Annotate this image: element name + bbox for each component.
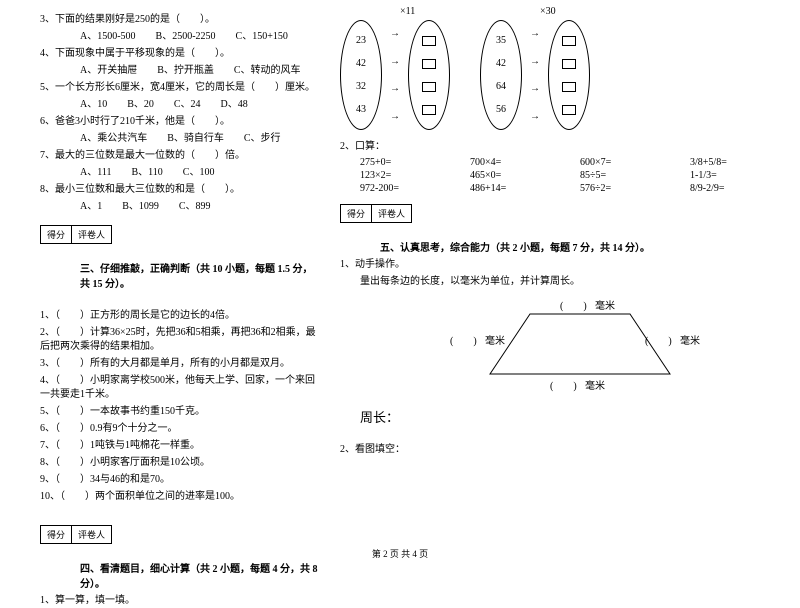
judge-5: 5、（ ）一本故事书约重150千克。	[40, 405, 320, 419]
judge-9: 9、（ ）34与46的和是70。	[40, 473, 320, 487]
kousuan-title: 2、口算：	[340, 140, 760, 154]
perimeter-label: 周长：	[360, 409, 760, 427]
q4-text: 4、下面现象中属于平移现象的是（ ）。	[40, 47, 320, 61]
svg-text:( ): ( )	[550, 381, 577, 392]
judge-2: 2、（ ）计算36×25时，先把36和5相乘，再把36和2相乘，最后把两次乘得的…	[40, 326, 320, 354]
q7-text: 7、最大的三位数是最大一位数的（ ）倍。	[40, 149, 320, 163]
grader-label: 评卷人	[72, 226, 111, 243]
svg-text:( ): ( )	[450, 336, 477, 347]
grader-label: 评卷人	[372, 205, 411, 222]
blank-box	[562, 105, 576, 115]
q4-opts: A、开关抽屉 B、拧开瓶盖 C、转动的风车	[80, 64, 320, 78]
calc-item: 123×2=	[360, 170, 430, 181]
arrow-icon: →	[390, 111, 400, 122]
q6-opts: A、乘公共汽车 B、骑自行车 C、步行	[80, 132, 320, 146]
grader-label: 评卷人	[72, 526, 111, 543]
judge-6: 6、（ ）0.9有9个十分之一。	[40, 422, 320, 436]
arrow-icon: →	[390, 56, 400, 67]
svg-text:毫米: 毫米	[485, 334, 505, 347]
page-footer: 第 2 页 共 4 页	[0, 547, 800, 560]
q8-opts: A、1 B、1099 C、899	[80, 200, 320, 214]
blank-box	[422, 82, 436, 92]
judge-7: 7、（ ）1吨铁与1吨棉花一样重。	[40, 439, 320, 453]
svg-text:毫米: 毫米	[595, 299, 615, 312]
calc-1: 1、算一算，填一填。	[40, 594, 320, 608]
q5-opts: A、10 B、20 C、24 D、48	[80, 98, 320, 112]
calc-item: 600×7=	[580, 157, 650, 168]
oval-val: 23	[356, 35, 366, 46]
judge-3: 3、（ ）所有的大月都是单月，所有的小月都是双月。	[40, 357, 320, 371]
blank-box	[562, 36, 576, 46]
arrow-icon: →	[390, 28, 400, 39]
svg-text:( ): ( )	[560, 301, 587, 312]
oval-val: 64	[496, 81, 506, 92]
oval-a-output	[408, 20, 450, 130]
q6-text: 6、爸爸3小时行了210千米，他是（ ）。	[40, 115, 320, 129]
calc-item: 486+14=	[470, 183, 540, 194]
svg-text:毫米: 毫米	[680, 334, 700, 347]
q7-opts: A、111 B、110 C、100	[80, 166, 320, 180]
calc-row-1: 275+0= 700×4= 600×7= 3/8+5/8=	[360, 157, 760, 168]
oval-a-input: 23 42 32 43	[340, 20, 382, 130]
score-box-5: 得分 评卷人	[340, 204, 412, 223]
calc-item: 275+0=	[360, 157, 430, 168]
q3-text: 3、下面的结果刚好是250的是（ ）。	[40, 13, 320, 27]
blank-box	[562, 82, 576, 92]
arrows-a: → → → →	[390, 20, 400, 130]
svg-text:毫米: 毫米	[585, 379, 605, 392]
calc-item: 3/8+5/8=	[690, 157, 760, 168]
arrow-icon: →	[530, 56, 540, 67]
q5-text: 5、一个长方形长6厘米，宽4厘米，它的周长是（ ）厘米。	[40, 81, 320, 95]
arrow-icon: →	[530, 83, 540, 94]
oval-b-output	[548, 20, 590, 130]
mult-label-b: ×30	[540, 6, 556, 17]
arrow-icon: →	[530, 111, 540, 122]
calc-row-2: 123×2= 465×0= 85÷5= 1-1/3=	[360, 170, 760, 181]
oval-diagram: ×11 23 42 32 43 → → → →	[340, 20, 760, 130]
oval-val: 32	[356, 81, 366, 92]
section-5-title: 五、认真思考，综合能力（共 2 小题，每题 7 分，共 14 分）。	[380, 239, 760, 254]
arrows-b: → → → →	[530, 20, 540, 130]
task-2: 2、看图填空：	[340, 443, 760, 457]
trapezoid-figure: ( )毫米 ( )毫米 ( )毫米 ( )毫米	[450, 299, 650, 399]
score-label: 得分	[341, 205, 372, 222]
oval-val: 42	[496, 58, 506, 69]
score-label: 得分	[41, 226, 72, 243]
score-label: 得分	[41, 526, 72, 543]
judge-8: 8、（ ）小明家客厅面积是10公顷。	[40, 456, 320, 470]
calc-item: 1-1/3=	[690, 170, 760, 181]
q8-text: 8、最小三位数和最大三位数的和是（ ）。	[40, 183, 320, 197]
mult-label-a: ×11	[400, 6, 415, 17]
oval-b-input: 35 42 64 56	[480, 20, 522, 130]
blank-box	[422, 59, 436, 69]
calc-item: 972-200=	[360, 183, 430, 194]
calc-row-3: 972-200= 486+14= 576÷2= 8/9-2/9=	[360, 183, 760, 194]
calc-item: 465×0=	[470, 170, 540, 181]
oval-val: 35	[496, 35, 506, 46]
task-1-sub: 量出每条边的长度，以毫米为单位，并计算周长。	[360, 275, 760, 289]
judge-1: 1、（ ）正方形的周长是它的边长的4倍。	[40, 309, 320, 323]
blank-box	[562, 59, 576, 69]
arrow-icon: →	[390, 83, 400, 94]
section-3-title: 三、仔细推敲，正确判断（共 10 小题，每题 1.5 分，共 15 分）。	[80, 260, 320, 290]
judge-4: 4、（ ）小明家离学校500米，他每天上学、回家，一个来回一共要走1千米。	[40, 374, 320, 402]
judge-10: 10、（ ）两个面积单位之间的进率是100。	[40, 490, 320, 504]
score-box-3: 得分 评卷人	[40, 225, 112, 244]
task-1: 1、动手操作。	[340, 258, 760, 272]
blank-box	[422, 36, 436, 46]
calc-item: 576÷2=	[580, 183, 650, 194]
calc-item: 85÷5=	[580, 170, 650, 181]
arrow-icon: →	[530, 28, 540, 39]
oval-val: 42	[356, 58, 366, 69]
svg-text:( ): ( )	[645, 336, 672, 347]
oval-val: 56	[496, 104, 506, 115]
oval-val: 43	[356, 104, 366, 115]
calc-item: 700×4=	[470, 157, 540, 168]
calc-item: 8/9-2/9=	[690, 183, 760, 194]
score-box-4: 得分 评卷人	[40, 525, 112, 544]
q3-opts: A、1500-500 B、2500-2250 C、150+150	[80, 30, 320, 44]
blank-box	[422, 105, 436, 115]
